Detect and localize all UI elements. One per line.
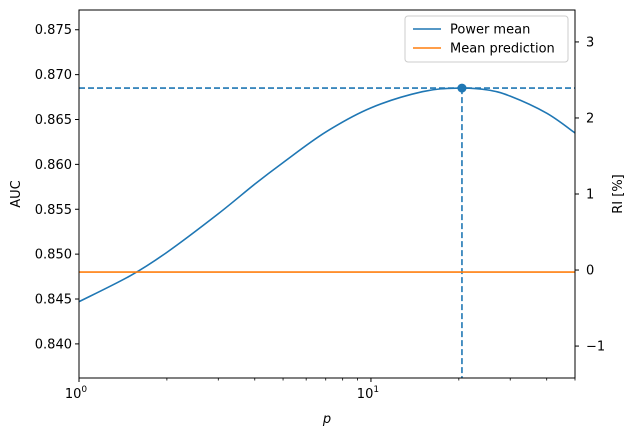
optimum-marker	[457, 83, 467, 93]
right-y-axis: −1 0 1 2 3	[575, 35, 605, 355]
x-tick-label: 100	[65, 385, 88, 402]
series-line-power-mean	[79, 87, 575, 303]
y-tick-label: 0.850	[35, 248, 72, 263]
y2-tick-label: 0	[586, 264, 594, 279]
y2-tick-label: 1	[586, 188, 594, 203]
legend-box	[404, 15, 569, 63]
plot-area	[79, 83, 575, 378]
y-tick-label: 0.870	[35, 68, 72, 83]
legend-label-power-mean: Power mean	[450, 23, 530, 38]
x-axis-label: p	[322, 412, 331, 427]
y2-tick-label: −1	[586, 340, 605, 355]
y2-axis-label: RI [%]	[611, 174, 626, 214]
y-tick-label: 0.865	[35, 113, 72, 128]
y-tick-label: 0.855	[35, 203, 72, 218]
y-tick-label: 0.860	[35, 158, 72, 173]
x-tick-label: 101	[357, 385, 379, 402]
x-axis: 100 101	[65, 378, 576, 402]
y-tick-label: 0.840	[35, 337, 72, 352]
y-tick-label: 0.845	[35, 293, 72, 308]
y-tick-label: 0.875	[35, 23, 72, 38]
y2-tick-label: 2	[586, 111, 594, 126]
legend: Power mean Mean prediction	[404, 15, 569, 63]
left-y-axis: 0.840 0.845 0.850 0.855 0.860 0.865 0.870 0.875	[35, 23, 79, 352]
y-axis-label: AUC	[9, 180, 24, 208]
legend-label-mean-prediction: Mean prediction	[450, 42, 555, 57]
y2-tick-label: 3	[586, 35, 594, 50]
